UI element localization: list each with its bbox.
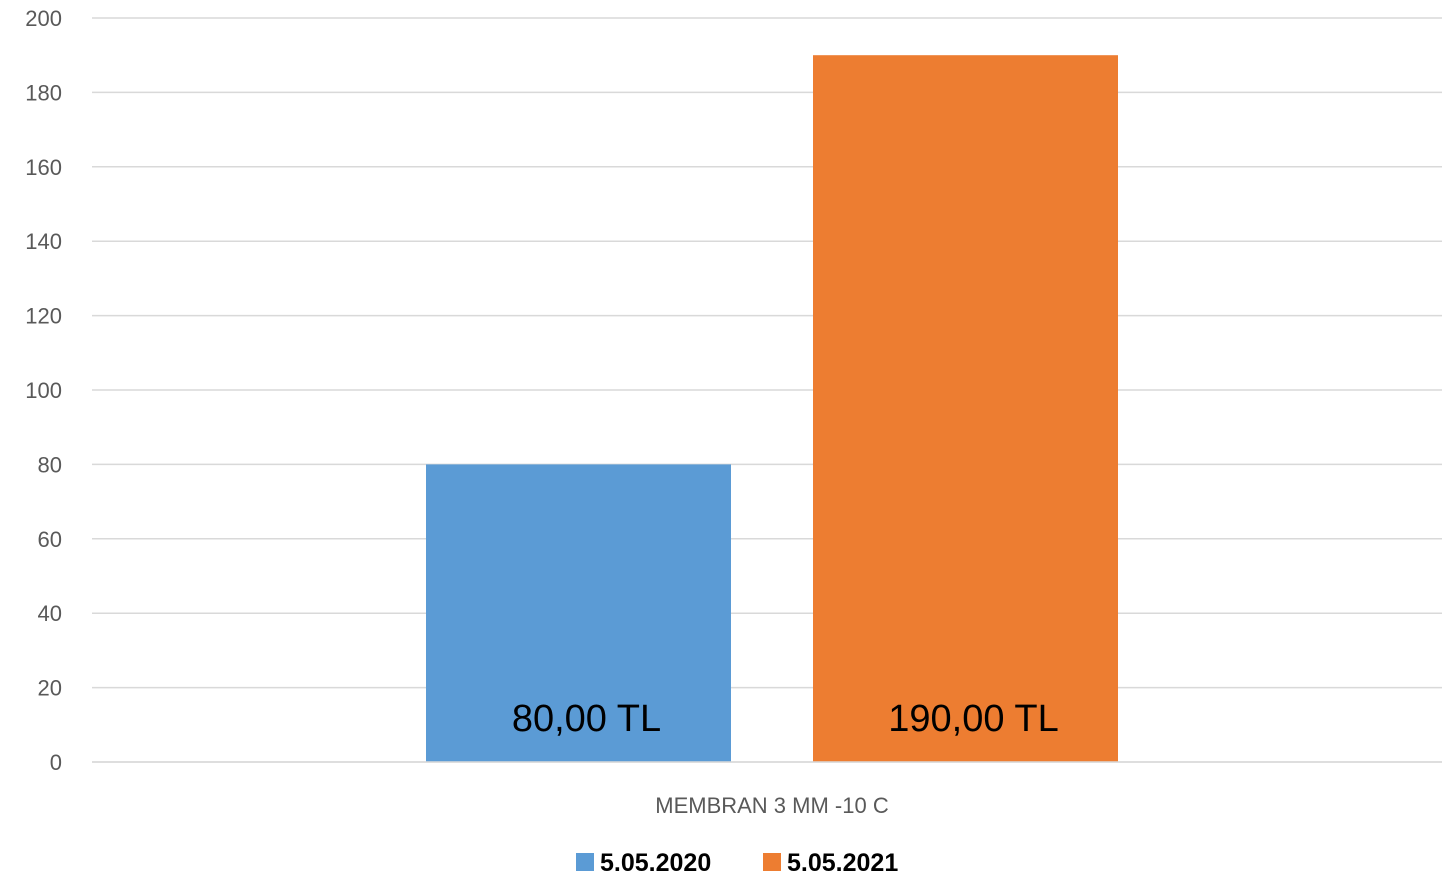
bar-data-label: 190,00 TL <box>888 698 1058 740</box>
bar-data-label: 80,00 TL <box>512 698 661 740</box>
y-tick-label: 140 <box>25 229 62 254</box>
y-tick-label: 80 <box>38 452 62 477</box>
legend-label: 5.05.2021 <box>787 849 898 877</box>
x-category-label: MEMBRAN 3 MM -10 C <box>655 793 889 818</box>
bar-5.05.2021 <box>813 55 1118 762</box>
bar-5.05.2020 <box>426 464 731 762</box>
legend-swatch <box>763 853 781 871</box>
y-tick-label: 180 <box>25 80 62 105</box>
bars: 80,00 TL 190,00 TL <box>426 55 1118 762</box>
legend-swatch <box>576 853 594 871</box>
y-tick-label: 0 <box>50 750 62 775</box>
y-tick-label: 120 <box>25 304 62 329</box>
y-tick-label: 20 <box>38 676 62 701</box>
y-tick-label: 40 <box>38 601 62 626</box>
y-tick-label: 60 <box>38 527 62 552</box>
y-tick-label: 100 <box>25 378 62 403</box>
gridlines <box>92 17 1442 763</box>
y-tick-label: 160 <box>25 155 62 180</box>
y-axis-tick-labels: 0 20 40 60 80 100 120 140 160 180 200 <box>25 6 62 775</box>
x-axis: MEMBRAN 3 MM -10 C <box>92 761 1442 818</box>
legend-label: 5.05.2020 <box>600 849 711 877</box>
legend: 5.05.2020 5.05.2021 <box>576 849 898 877</box>
y-tick-label: 200 <box>25 6 62 31</box>
